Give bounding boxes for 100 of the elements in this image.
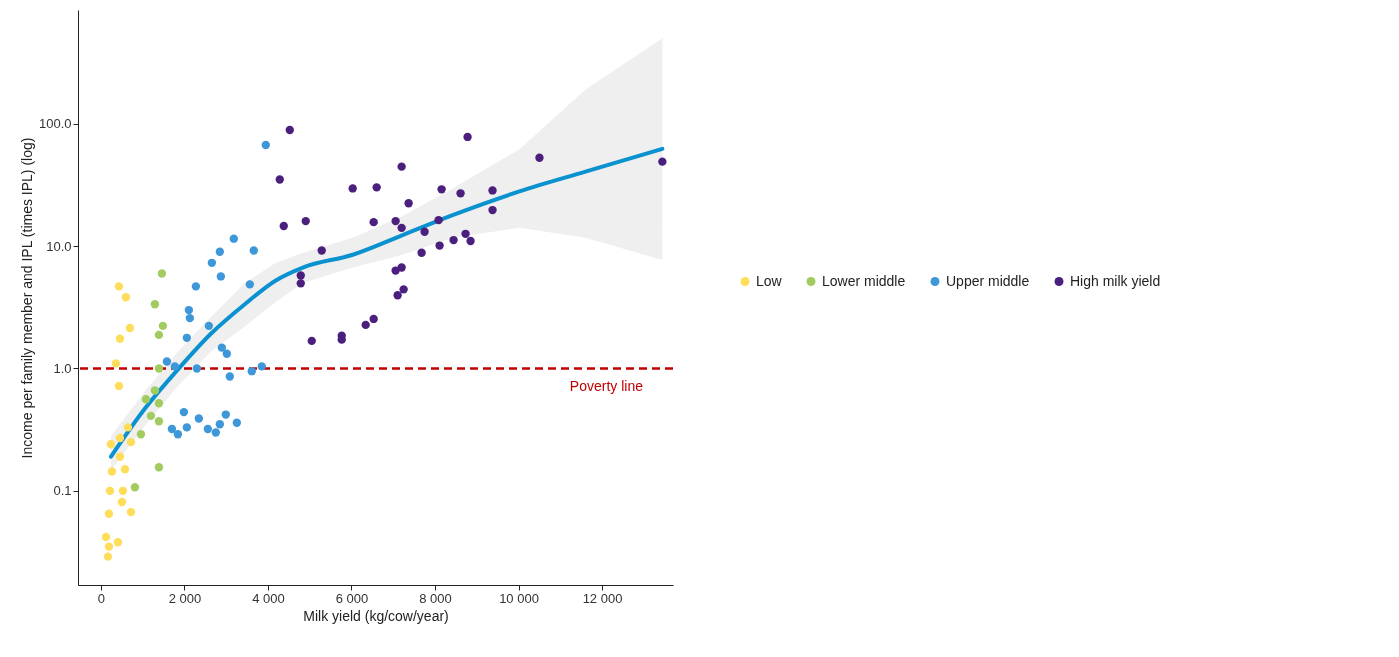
point [296, 279, 305, 288]
point [417, 248, 426, 257]
point [296, 271, 305, 280]
x-tick-label: 6 000 [335, 590, 369, 606]
point [106, 440, 116, 449]
legend-label: Lower middle [822, 272, 906, 289]
point [111, 359, 121, 368]
point [115, 452, 125, 461]
point [157, 269, 167, 278]
point [391, 216, 400, 226]
x-tick-label: 2 000 [168, 590, 202, 606]
point [107, 467, 117, 476]
point [192, 364, 202, 373]
point [207, 258, 217, 267]
point [229, 234, 239, 243]
point [301, 216, 310, 226]
point [245, 280, 254, 289]
point [158, 321, 168, 331]
point [182, 333, 192, 342]
ref-line-label: Poverty line [569, 378, 644, 395]
point [261, 140, 270, 150]
point [173, 430, 183, 439]
point [215, 247, 225, 256]
point [216, 272, 226, 281]
point [115, 334, 125, 343]
point [257, 362, 266, 371]
point [397, 223, 406, 233]
point [167, 424, 177, 434]
point [114, 282, 124, 291]
y-tick-label: 0.1 [53, 483, 72, 499]
point [463, 132, 472, 142]
y-tick-label: 100.0 [38, 116, 72, 132]
point [154, 399, 164, 408]
legend-label: Upper middle [946, 272, 1030, 289]
point [279, 221, 288, 231]
point [185, 313, 195, 323]
point [221, 410, 230, 419]
point [215, 420, 225, 429]
point [348, 184, 357, 193]
point [399, 285, 408, 294]
legend-label: Low [756, 272, 783, 289]
point [170, 362, 180, 371]
point [217, 343, 227, 352]
point [126, 437, 136, 447]
point [154, 463, 164, 472]
point [146, 411, 156, 421]
point [114, 381, 124, 391]
point [225, 372, 234, 381]
point [126, 507, 136, 517]
point [393, 291, 402, 300]
point [658, 157, 667, 166]
x-tick-label: 8 000 [419, 590, 452, 606]
point [397, 263, 406, 272]
point [461, 229, 470, 238]
point [249, 246, 258, 255]
y-tick-label: 10.0 [46, 238, 72, 254]
point [191, 282, 201, 291]
x-tick-label: 4 000 [252, 590, 285, 606]
x-tick-label: 10 000 [499, 590, 539, 606]
point [117, 497, 127, 507]
legend-label: High milk yield [1070, 272, 1161, 289]
point [247, 367, 256, 376]
y-tick-label: 1.0 [53, 360, 72, 376]
point [434, 215, 443, 225]
point [361, 320, 370, 330]
point [115, 433, 125, 443]
point [154, 364, 164, 373]
point [397, 162, 406, 171]
point [404, 199, 413, 208]
point [420, 227, 429, 236]
point [101, 532, 111, 542]
point [150, 386, 160, 395]
point [136, 430, 146, 439]
point [154, 417, 164, 426]
x-axis-title: Milk yield (kg/cow/year) [303, 607, 449, 624]
point [369, 217, 378, 227]
point [437, 185, 446, 194]
point [372, 183, 381, 192]
point [369, 314, 378, 324]
line-series [108, 146, 665, 459]
y-axis-title: Income per family member and IPL (times IPL) (log) [18, 137, 35, 459]
point [104, 542, 114, 551]
point [307, 336, 316, 346]
point [118, 486, 128, 496]
point [317, 246, 326, 255]
point [211, 428, 221, 437]
point [179, 407, 189, 417]
point [435, 241, 444, 250]
x-tick-label: 0 [97, 590, 106, 606]
point [449, 235, 458, 245]
point [120, 465, 130, 474]
point [184, 305, 194, 315]
x-tick-label: 12 000 [582, 590, 623, 606]
point [232, 418, 242, 427]
point [130, 483, 140, 492]
point [488, 186, 497, 195]
point [104, 509, 114, 518]
point [121, 293, 131, 302]
point [466, 236, 475, 246]
point [125, 323, 135, 333]
